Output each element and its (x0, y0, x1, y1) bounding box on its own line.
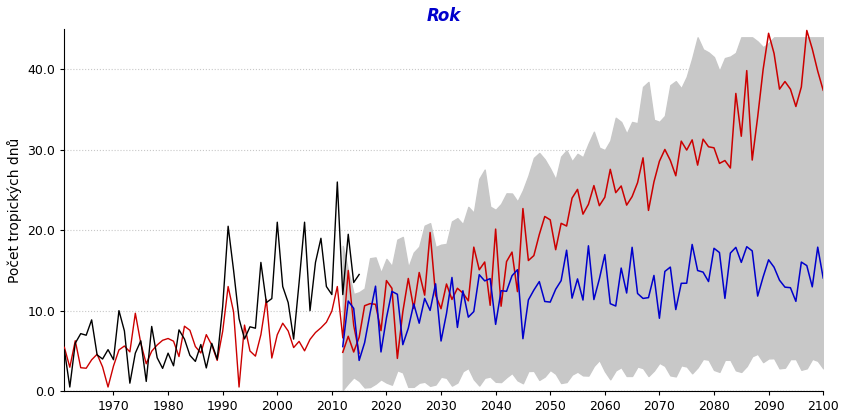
Title: Rok: Rok (426, 7, 461, 25)
Y-axis label: Počet tropických dnů: Počet tropických dnů (7, 137, 22, 283)
